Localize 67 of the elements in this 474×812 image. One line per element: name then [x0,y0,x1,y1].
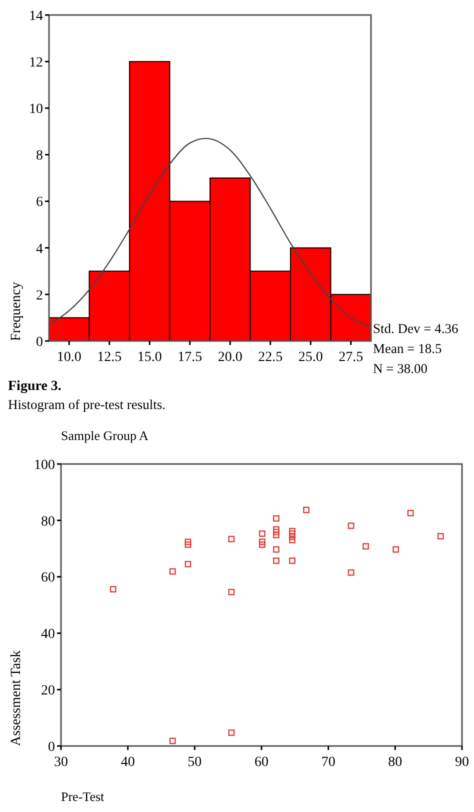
y-tick-label: 12 [29,55,43,70]
point [258,538,266,546]
point [362,543,369,550]
point [258,530,266,537]
text: Mean = 18.5 [373,341,442,356]
x-tick-label: 10.0 [56,350,82,365]
x-tick-label: 40 [120,755,135,770]
point [258,541,266,548]
point [303,506,310,514]
x-tick-label: 15.0 [137,350,162,365]
y-tick-label: 14 [29,8,43,24]
text: N = 38.00 [373,361,428,376]
y-tick-label: 60 [41,570,55,586]
point [273,526,280,533]
caption: Figure 3. [8,379,62,394]
x-tick-label: 30 [54,755,68,770]
point [348,569,354,576]
x-tick-label: 25.0 [298,350,323,365]
point [273,546,280,553]
text: Histogram of pre-test results. [8,397,166,412]
point [169,568,176,575]
y-tick-label: 8 [36,148,43,164]
x-axis-title: Pre-Test [61,789,105,804]
point [407,510,414,516]
x-tick-label: 27.5 [338,350,364,365]
point [184,538,192,546]
y-tick-label: 6 [36,195,43,210]
chart-title: Sample Group A [61,428,149,443]
point [437,532,444,540]
point [169,738,176,744]
x-tick-label: 17.5 [178,350,202,365]
y-tick-label: 10 [29,102,43,118]
point [184,541,192,548]
y-tick-label: 80 [41,514,55,530]
point [228,588,235,596]
point [348,522,354,529]
text: Std. Dev = 4.36 [373,321,458,336]
y-tick-label: 40 [41,627,55,642]
point [289,558,296,564]
point [392,546,400,553]
x-tick-label: 22.5 [258,350,283,365]
point [273,528,280,536]
x-tick-label: 20.0 [218,350,242,365]
y-axis-title: Assessment Task [9,650,24,746]
y-tick-label: 2 [36,288,43,304]
y-tick-label: 0 [36,334,43,350]
point [110,586,116,592]
x-tick-label: 70 [321,755,336,770]
point [273,558,280,564]
x-tick-label: 50 [188,755,202,770]
y-tick-label: 4 [36,242,43,257]
x-tick-label: 60 [254,755,268,770]
y-tick-label: 100 [34,458,55,473]
x-tick-label: 80 [388,755,402,770]
point [273,532,280,538]
x-tick-label: 90 [455,755,469,770]
point [273,515,280,522]
point [228,730,235,736]
point [289,536,296,544]
point [289,530,296,537]
y-axis-title: Frequency [9,282,24,341]
y-tick-label: 0 [48,740,55,755]
point [228,536,235,542]
point [184,560,192,568]
point [289,528,296,534]
x-tick-label: 12.5 [97,350,122,365]
y-tick-label: 20 [41,684,55,698]
